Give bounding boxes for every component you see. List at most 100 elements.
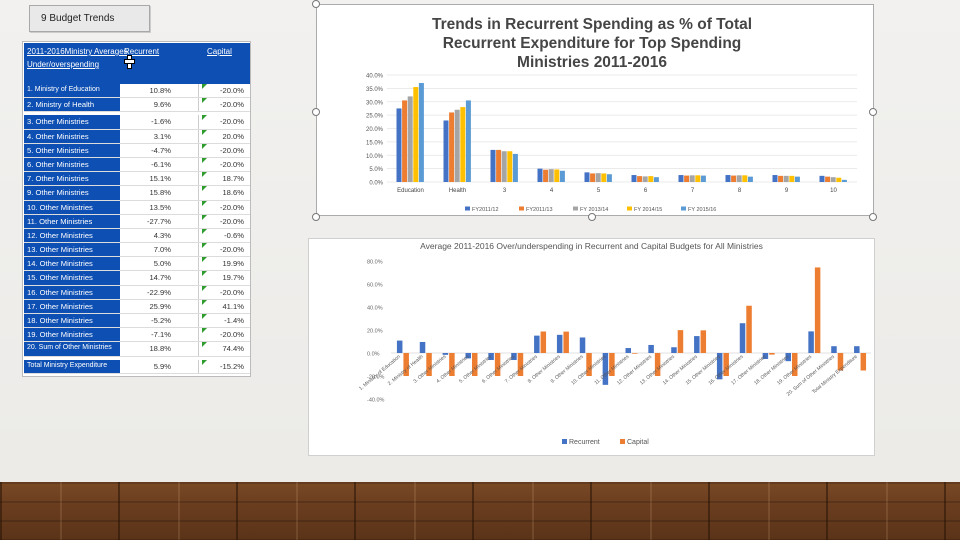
cell-flag-indicator bbox=[202, 84, 207, 89]
ministry-label: 12. Other Ministries bbox=[24, 228, 120, 243]
table-row[interactable]: 7. Other Ministries 15.1% 18.7% bbox=[24, 172, 250, 187]
recurrent-value: -7.1% bbox=[151, 330, 171, 340]
cell-flag-indicator bbox=[202, 98, 207, 104]
bar bbox=[488, 353, 494, 361]
capital-value: 18.7% bbox=[222, 174, 244, 184]
cell-flag-indicator bbox=[202, 143, 207, 149]
recurrent-value: 13.5% bbox=[149, 202, 171, 212]
legend-label: FY 2014/15 bbox=[634, 207, 662, 213]
bar bbox=[716, 353, 723, 380]
ministry-label: 1. Ministry of Education bbox=[24, 84, 120, 98]
table-row[interactable]: 14. Other Ministries 5.0% 19.9% bbox=[24, 257, 250, 272]
ministry-label: 7. Other Ministries bbox=[24, 172, 120, 186]
recurrent-value: 15.1% bbox=[149, 174, 171, 184]
table-row[interactable]: 2. Ministry of Health 9.6% -20.0% bbox=[24, 98, 250, 113]
y-tick-label: 20.0% bbox=[366, 127, 384, 133]
recurrent-value: 7.0% bbox=[153, 245, 171, 255]
cell-flag-indicator bbox=[202, 243, 207, 249]
sheet-tab-budget-trends[interactable]: 9 Budget Trends bbox=[29, 5, 150, 32]
ministry-label: 14. Other Ministries bbox=[24, 257, 120, 271]
table-row[interactable]: 20. Sum of Other Ministries 18.8% 74.4% bbox=[24, 342, 250, 357]
capital-value: -20.0% bbox=[219, 287, 244, 297]
bar bbox=[554, 169, 560, 182]
cell-flag-indicator bbox=[202, 228, 207, 234]
bar bbox=[860, 353, 867, 371]
x-tick-label: 4 bbox=[550, 188, 554, 194]
table-row[interactable]: 11. Other Ministries -27.7% -20.0% bbox=[24, 214, 250, 229]
table-row[interactable]: 10. Other Ministries 13.5% -20.0% bbox=[24, 200, 250, 215]
column-divider bbox=[198, 271, 199, 285]
capital-value: -20.0% bbox=[219, 202, 244, 212]
table-row[interactable]: 6. Other Ministries -6.1% -20.0% bbox=[24, 157, 250, 173]
y-tick-label: -40.0% bbox=[367, 398, 385, 404]
bar bbox=[556, 334, 563, 353]
table-row[interactable]: Total Ministry Expenditure 5.9% -15.2% bbox=[24, 359, 250, 374]
bar bbox=[442, 353, 449, 355]
over-underspending-chart[interactable]: Average 2011-2016 Over/underspending in … bbox=[308, 238, 875, 456]
bar bbox=[402, 100, 408, 182]
bar bbox=[512, 153, 518, 182]
y-tick-label: 15.0% bbox=[366, 140, 384, 146]
column-divider bbox=[198, 200, 199, 214]
legend-label: Recurrent bbox=[569, 439, 600, 446]
resize-handle-left[interactable] bbox=[312, 108, 320, 116]
bar bbox=[460, 107, 466, 182]
bar bbox=[595, 173, 601, 182]
table-row[interactable]: 19. Other Ministries -7.1% -20.0% bbox=[24, 328, 250, 343]
cell-flag-indicator bbox=[202, 172, 207, 178]
recurrent-value: 15.8% bbox=[149, 188, 171, 198]
resize-handle-right[interactable] bbox=[869, 108, 877, 116]
recurrent-value: -1.6% bbox=[151, 117, 171, 127]
bar bbox=[490, 149, 496, 182]
y-tick-label: 10.0% bbox=[366, 154, 384, 160]
capital-value: -1.4% bbox=[224, 316, 244, 325]
bar bbox=[785, 353, 791, 362]
bar bbox=[609, 353, 615, 376]
table-row[interactable]: 16. Other Ministries -22.9% -20.0% bbox=[24, 285, 250, 300]
bar bbox=[496, 149, 502, 182]
cell-flag-indicator bbox=[202, 314, 207, 319]
resize-handle-bottom[interactable] bbox=[588, 213, 596, 221]
header-under-overspending: Under/overspending bbox=[27, 60, 100, 69]
bar bbox=[689, 175, 695, 182]
table-row[interactable]: 4. Other Ministries 3.1% 20.0% bbox=[24, 129, 250, 144]
table-row[interactable]: 3. Other Ministries -1.6% -20.0% bbox=[24, 115, 250, 130]
ministry-label: 9. Other Ministries bbox=[24, 186, 120, 200]
bar bbox=[642, 176, 648, 182]
recurrent-value: 4.3% bbox=[153, 230, 171, 240]
table-row[interactable]: 18. Other Ministries -5.2% -1.4% bbox=[24, 314, 250, 329]
table-row[interactable]: 1. Ministry of Education 10.8% -20.0% bbox=[24, 84, 250, 99]
bar bbox=[403, 353, 409, 376]
cell-flag-indicator bbox=[202, 186, 207, 192]
bar bbox=[632, 353, 638, 354]
ministry-label: 20. Sum of Other Ministries bbox=[24, 342, 120, 356]
cell-flag-indicator bbox=[202, 257, 207, 263]
table-row[interactable]: 9. Other Ministries 15.8% 18.6% bbox=[24, 186, 250, 201]
bar bbox=[454, 109, 460, 182]
ministry-label: 11. Other Ministries bbox=[24, 214, 120, 228]
table-row[interactable]: 17. Other Ministries 25.9% 41.1% bbox=[24, 299, 250, 314]
bar bbox=[746, 305, 752, 353]
bar bbox=[677, 330, 684, 353]
column-divider bbox=[198, 228, 199, 243]
bar bbox=[472, 353, 478, 376]
resize-handle-bottom-left[interactable] bbox=[312, 213, 320, 221]
ministry-label: 16. Other Ministries bbox=[24, 285, 120, 299]
bar bbox=[407, 96, 413, 182]
header-ministry-averages: 2011-2016Ministry Averages bbox=[27, 47, 128, 56]
table-row[interactable]: 15. Other Ministries 14.7% 19.7% bbox=[24, 271, 250, 286]
capital-value: -20.0% bbox=[219, 86, 244, 95]
recurrent-spending-trends-chart[interactable]: Trends in Recurrent Spending as % of Tot… bbox=[316, 4, 874, 216]
x-tick-label: Education bbox=[397, 188, 424, 194]
bar bbox=[606, 174, 612, 182]
table-row[interactable]: 13. Other Ministries 7.0% -20.0% bbox=[24, 243, 250, 258]
resize-handle-bottom-right[interactable] bbox=[869, 213, 877, 221]
table-row[interactable]: 12. Other Ministries 4.3% -0.6% bbox=[24, 228, 250, 244]
wood-floor-background bbox=[0, 482, 960, 540]
capital-value: 20.0% bbox=[222, 131, 244, 141]
bar bbox=[601, 173, 607, 182]
y-tick-label: -20.0% bbox=[367, 375, 385, 381]
bar bbox=[543, 169, 549, 182]
resize-handle-top-left[interactable] bbox=[312, 0, 320, 8]
table-row[interactable]: 5. Other Ministries -4.7% -20.0% bbox=[24, 143, 250, 158]
